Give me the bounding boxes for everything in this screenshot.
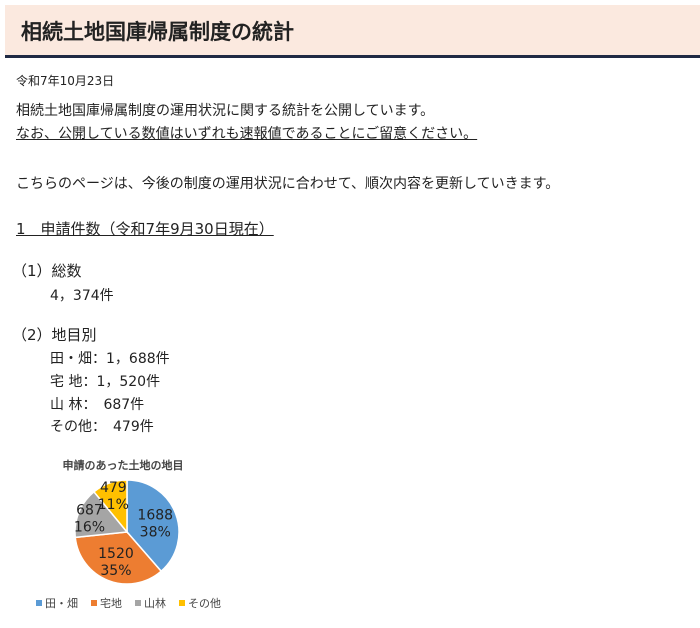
chart-title: 申請のあった土地の地目 [63, 458, 184, 472]
data-label-percent: 38% [140, 524, 171, 540]
data-label-percent: 11% [98, 497, 129, 513]
by-type-label: （2）地目別 [12, 326, 97, 344]
legend-swatch [36, 600, 42, 606]
intro-line: 相続土地国庫帰属制度の運用状況に関する統計を公開しています。 [16, 103, 435, 119]
legend-swatch [135, 600, 141, 606]
data-label-value: 687 [76, 503, 103, 519]
publish-date: 令和7年10月23日 [16, 74, 115, 88]
type-item: 山 林： 687件 [50, 397, 145, 413]
data-label-value: 1520 [98, 546, 134, 562]
legend-label: その他 [188, 597, 221, 610]
type-item: その他： 479件 [50, 419, 154, 435]
data-label-percent: 16% [74, 520, 105, 536]
legend-swatch [91, 600, 97, 606]
legend-label: 田・畑 [45, 597, 78, 610]
pie-slice-1 [74, 531, 163, 585]
data-label-value: 1688 [137, 507, 173, 523]
type-item: 宅 地：1，520件 [50, 374, 161, 390]
legend-label: 宅地 [100, 596, 122, 610]
total-label: （1）総数 [12, 262, 82, 280]
total-value: 4，374件 [50, 288, 114, 304]
update-note: こちらのページは、今後の制度の運用状況に合わせて、順次内容を更新していきます。 [16, 176, 560, 192]
legend-label: 山林 [144, 596, 166, 610]
pie-slice-3 [92, 479, 128, 535]
page-title: 相続土地国庫帰属制度の統計 [21, 20, 294, 44]
section-heading: 1 申請件数（令和7年9月30日現在） [16, 220, 274, 238]
pie-slice-2 [74, 490, 129, 539]
data-label-percent: 35% [100, 563, 131, 579]
data-label-value: 479 [100, 480, 127, 496]
pie-slice-0 [126, 479, 180, 573]
page-header: 相続土地国庫帰属制度の統計 [5, 5, 700, 58]
type-item: 田・畑：1，688件 [50, 351, 170, 367]
intro-notice: なお、公開している数値はいずれも速報値であることにご留意ください。 [16, 126, 478, 142]
legend-swatch [179, 600, 185, 606]
